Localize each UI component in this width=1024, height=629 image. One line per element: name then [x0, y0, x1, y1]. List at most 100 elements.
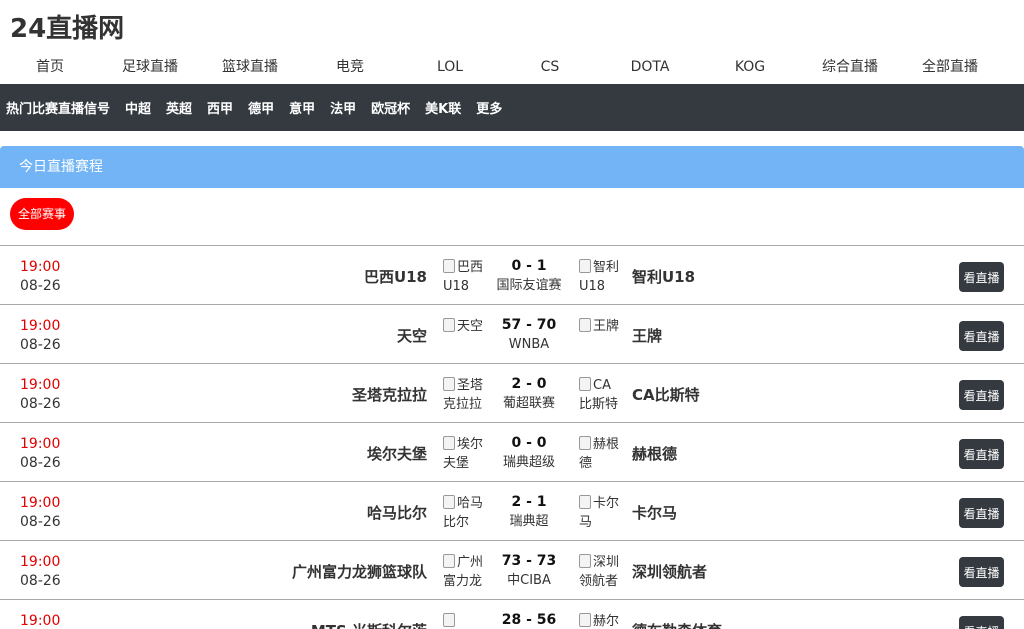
watch-live-button[interactable]: 看直播 — [959, 262, 1004, 292]
category-bar: 热门比赛直播信号 中超 英超 西甲 德甲 意甲 法甲 欧冠杯 美K联 更多 — [0, 84, 1024, 131]
home-team-name[interactable]: 广州富力龙狮篮球队 — [291, 563, 427, 581]
match-score: 28 - 56 — [501, 612, 557, 628]
away-team-name[interactable]: 智利U18 — [632, 268, 696, 286]
away-team-logo: CA 比斯特 — [579, 376, 619, 414]
broken-image-icon — [443, 554, 455, 568]
home-team-name[interactable]: 埃尔夫堡 — [366, 445, 427, 463]
match-league: WNBA — [508, 337, 550, 352]
match-score: 2 - 1 — [511, 494, 547, 510]
nav-item-football[interactable]: 足球直播 — [122, 59, 178, 75]
away-team-name[interactable]: 王牌 — [632, 327, 663, 345]
match-row: 19:00 08-26 巴西U18 巴西 U18 0 - 1 国际友谊赛 智利 … — [0, 245, 1024, 304]
broken-image-icon — [443, 318, 455, 332]
away-team-logo: 王牌 — [579, 317, 619, 336]
watch-live-button[interactable]: 看直播 — [959, 616, 1004, 629]
watch-live-button[interactable]: 看直播 — [959, 439, 1004, 469]
home-team-logo: 哈马 比尔 — [443, 494, 483, 532]
match-time: 19:00 — [20, 554, 61, 570]
home-team-logo: 广州 富力龙 — [443, 553, 483, 591]
match-time: 19:00 — [20, 613, 61, 629]
nav-item-home[interactable]: 首页 — [36, 59, 64, 75]
broken-image-icon — [579, 259, 591, 273]
match-row: 19:00 08-26 广州富力龙狮篮球队 广州 富力龙 73 - 73 中CI… — [0, 540, 1024, 599]
away-logo-alt: 赫尔 曼 — [593, 614, 620, 629]
away-logo-alt: CA 比斯特 — [579, 378, 619, 412]
away-team-name[interactable]: 赫根德 — [632, 445, 678, 463]
away-logo-alt: 赫根 德 — [579, 437, 620, 471]
nav-item-cs[interactable]: CS — [540, 59, 560, 75]
home-logo-alt: 圣塔 克拉拉 — [443, 378, 484, 412]
broken-image-icon — [579, 613, 591, 627]
site-title[interactable]: 24直播网 — [10, 14, 125, 44]
category-ucl[interactable]: 欧冠杯 — [371, 102, 411, 117]
nav-item-lol[interactable]: LOL — [436, 59, 464, 75]
match-time: 19:00 — [20, 259, 61, 275]
away-team-name[interactable]: 卡尔马 — [632, 504, 678, 522]
match-row: 19:00 08-26 埃尔夫堡 埃尔 夫堡 0 - 0 瑞典超级 赫根 德 赫… — [0, 422, 1024, 481]
match-league: 葡超联赛 — [502, 396, 555, 411]
away-team-logo: 深圳 领航者 — [579, 553, 619, 591]
nav-item-all[interactable]: 全部直播 — [922, 59, 978, 75]
nav-item-esports[interactable]: 电竞 — [336, 59, 364, 75]
watch-live-button[interactable]: 看直播 — [959, 321, 1004, 351]
category-epl[interactable]: 英超 — [166, 102, 193, 117]
broken-image-icon — [579, 495, 591, 509]
home-logo-alt: 广州 富力龙 — [443, 555, 484, 589]
home-team-logo: 圣塔 克拉拉 — [443, 376, 483, 414]
all-events-filter-button[interactable]: 全部赛事 — [10, 198, 74, 230]
match-league: 中CIBA — [507, 573, 551, 588]
nav-item-kog[interactable]: KOG — [734, 59, 766, 75]
match-date: 08-26 — [20, 573, 61, 589]
match-row: 19:00 08-26 圣塔克拉拉 圣塔 克拉拉 2 - 0 葡超联赛 CA 比… — [0, 363, 1024, 422]
nav-item-dota[interactable]: DOTA — [630, 59, 670, 75]
home-team-name[interactable]: 圣塔克拉拉 — [351, 386, 427, 404]
nav-item-general[interactable]: 综合直播 — [822, 59, 878, 75]
category-hot[interactable]: 热门比赛直播信号 — [6, 102, 111, 117]
match-score: 57 - 70 — [501, 317, 557, 333]
category-ligue1[interactable]: 法甲 — [330, 102, 357, 117]
broken-image-icon — [443, 259, 455, 273]
match-time: 19:00 — [20, 318, 61, 334]
away-team-name[interactable]: 深圳领航者 — [632, 563, 708, 581]
away-team-logo: 卡尔 马 — [579, 494, 619, 532]
match-row: 19:00 08-26 哈马比尔 哈马 比尔 2 - 1 瑞典超 卡尔 马 卡尔… — [0, 481, 1024, 540]
home-logo-alt: 哈马 比尔 — [443, 496, 484, 530]
broken-image-icon — [443, 613, 455, 627]
category-bundesliga[interactable]: 德甲 — [248, 102, 275, 117]
broken-image-icon — [579, 377, 591, 391]
away-team-name[interactable]: CA比斯特 — [632, 386, 700, 404]
category-more[interactable]: 更多 — [476, 102, 503, 117]
match-time: 19:00 — [20, 495, 61, 511]
category-laliga[interactable]: 西甲 — [207, 102, 234, 117]
category-mls[interactable]: 美K联 — [425, 102, 462, 117]
category-seriea[interactable]: 意甲 — [289, 102, 316, 117]
match-league: 瑞典超 — [509, 514, 549, 529]
match-date: 08-26 — [20, 278, 61, 294]
match-score: 0 - 0 — [511, 435, 547, 451]
home-team-name[interactable]: MTS 米斯科尔茨 — [311, 620, 427, 629]
away-team-logo: 赫根 德 — [579, 435, 619, 473]
away-team-name[interactable]: 德布勒森体育 — [632, 620, 722, 629]
match-row: 19:00 MTS 米斯科尔茨 28 - 56 赫尔 曼 德布勒森体育 看直播 — [0, 599, 1024, 629]
match-list: 19:00 08-26 巴西U18 巴西 U18 0 - 1 国际友谊赛 智利 … — [0, 245, 1024, 629]
away-logo-alt: 智利 U18 — [579, 260, 620, 294]
home-team-name[interactable]: 哈马比尔 — [366, 504, 427, 522]
match-date: 08-26 — [20, 337, 61, 353]
home-team-name[interactable]: 天空 — [396, 327, 427, 345]
home-team-name[interactable]: 巴西U18 — [363, 268, 427, 286]
broken-image-icon — [579, 436, 591, 450]
watch-live-button[interactable]: 看直播 — [959, 380, 1004, 410]
match-date: 08-26 — [20, 514, 61, 530]
broken-image-icon — [443, 495, 455, 509]
match-date: 08-26 — [20, 455, 61, 471]
match-score: 73 - 73 — [501, 553, 557, 569]
category-csl[interactable]: 中超 — [125, 102, 152, 117]
away-logo-alt: 深圳 领航者 — [579, 555, 620, 589]
broken-image-icon — [443, 377, 455, 391]
watch-live-button[interactable]: 看直播 — [959, 498, 1004, 528]
match-league: 瑞典超级 — [502, 455, 555, 470]
match-row: 19:00 08-26 天空 天空 57 - 70 WNBA 王牌 王牌 看直播 — [0, 304, 1024, 363]
broken-image-icon — [579, 554, 591, 568]
nav-item-basketball[interactable]: 篮球直播 — [222, 59, 278, 75]
watch-live-button[interactable]: 看直播 — [959, 557, 1004, 587]
